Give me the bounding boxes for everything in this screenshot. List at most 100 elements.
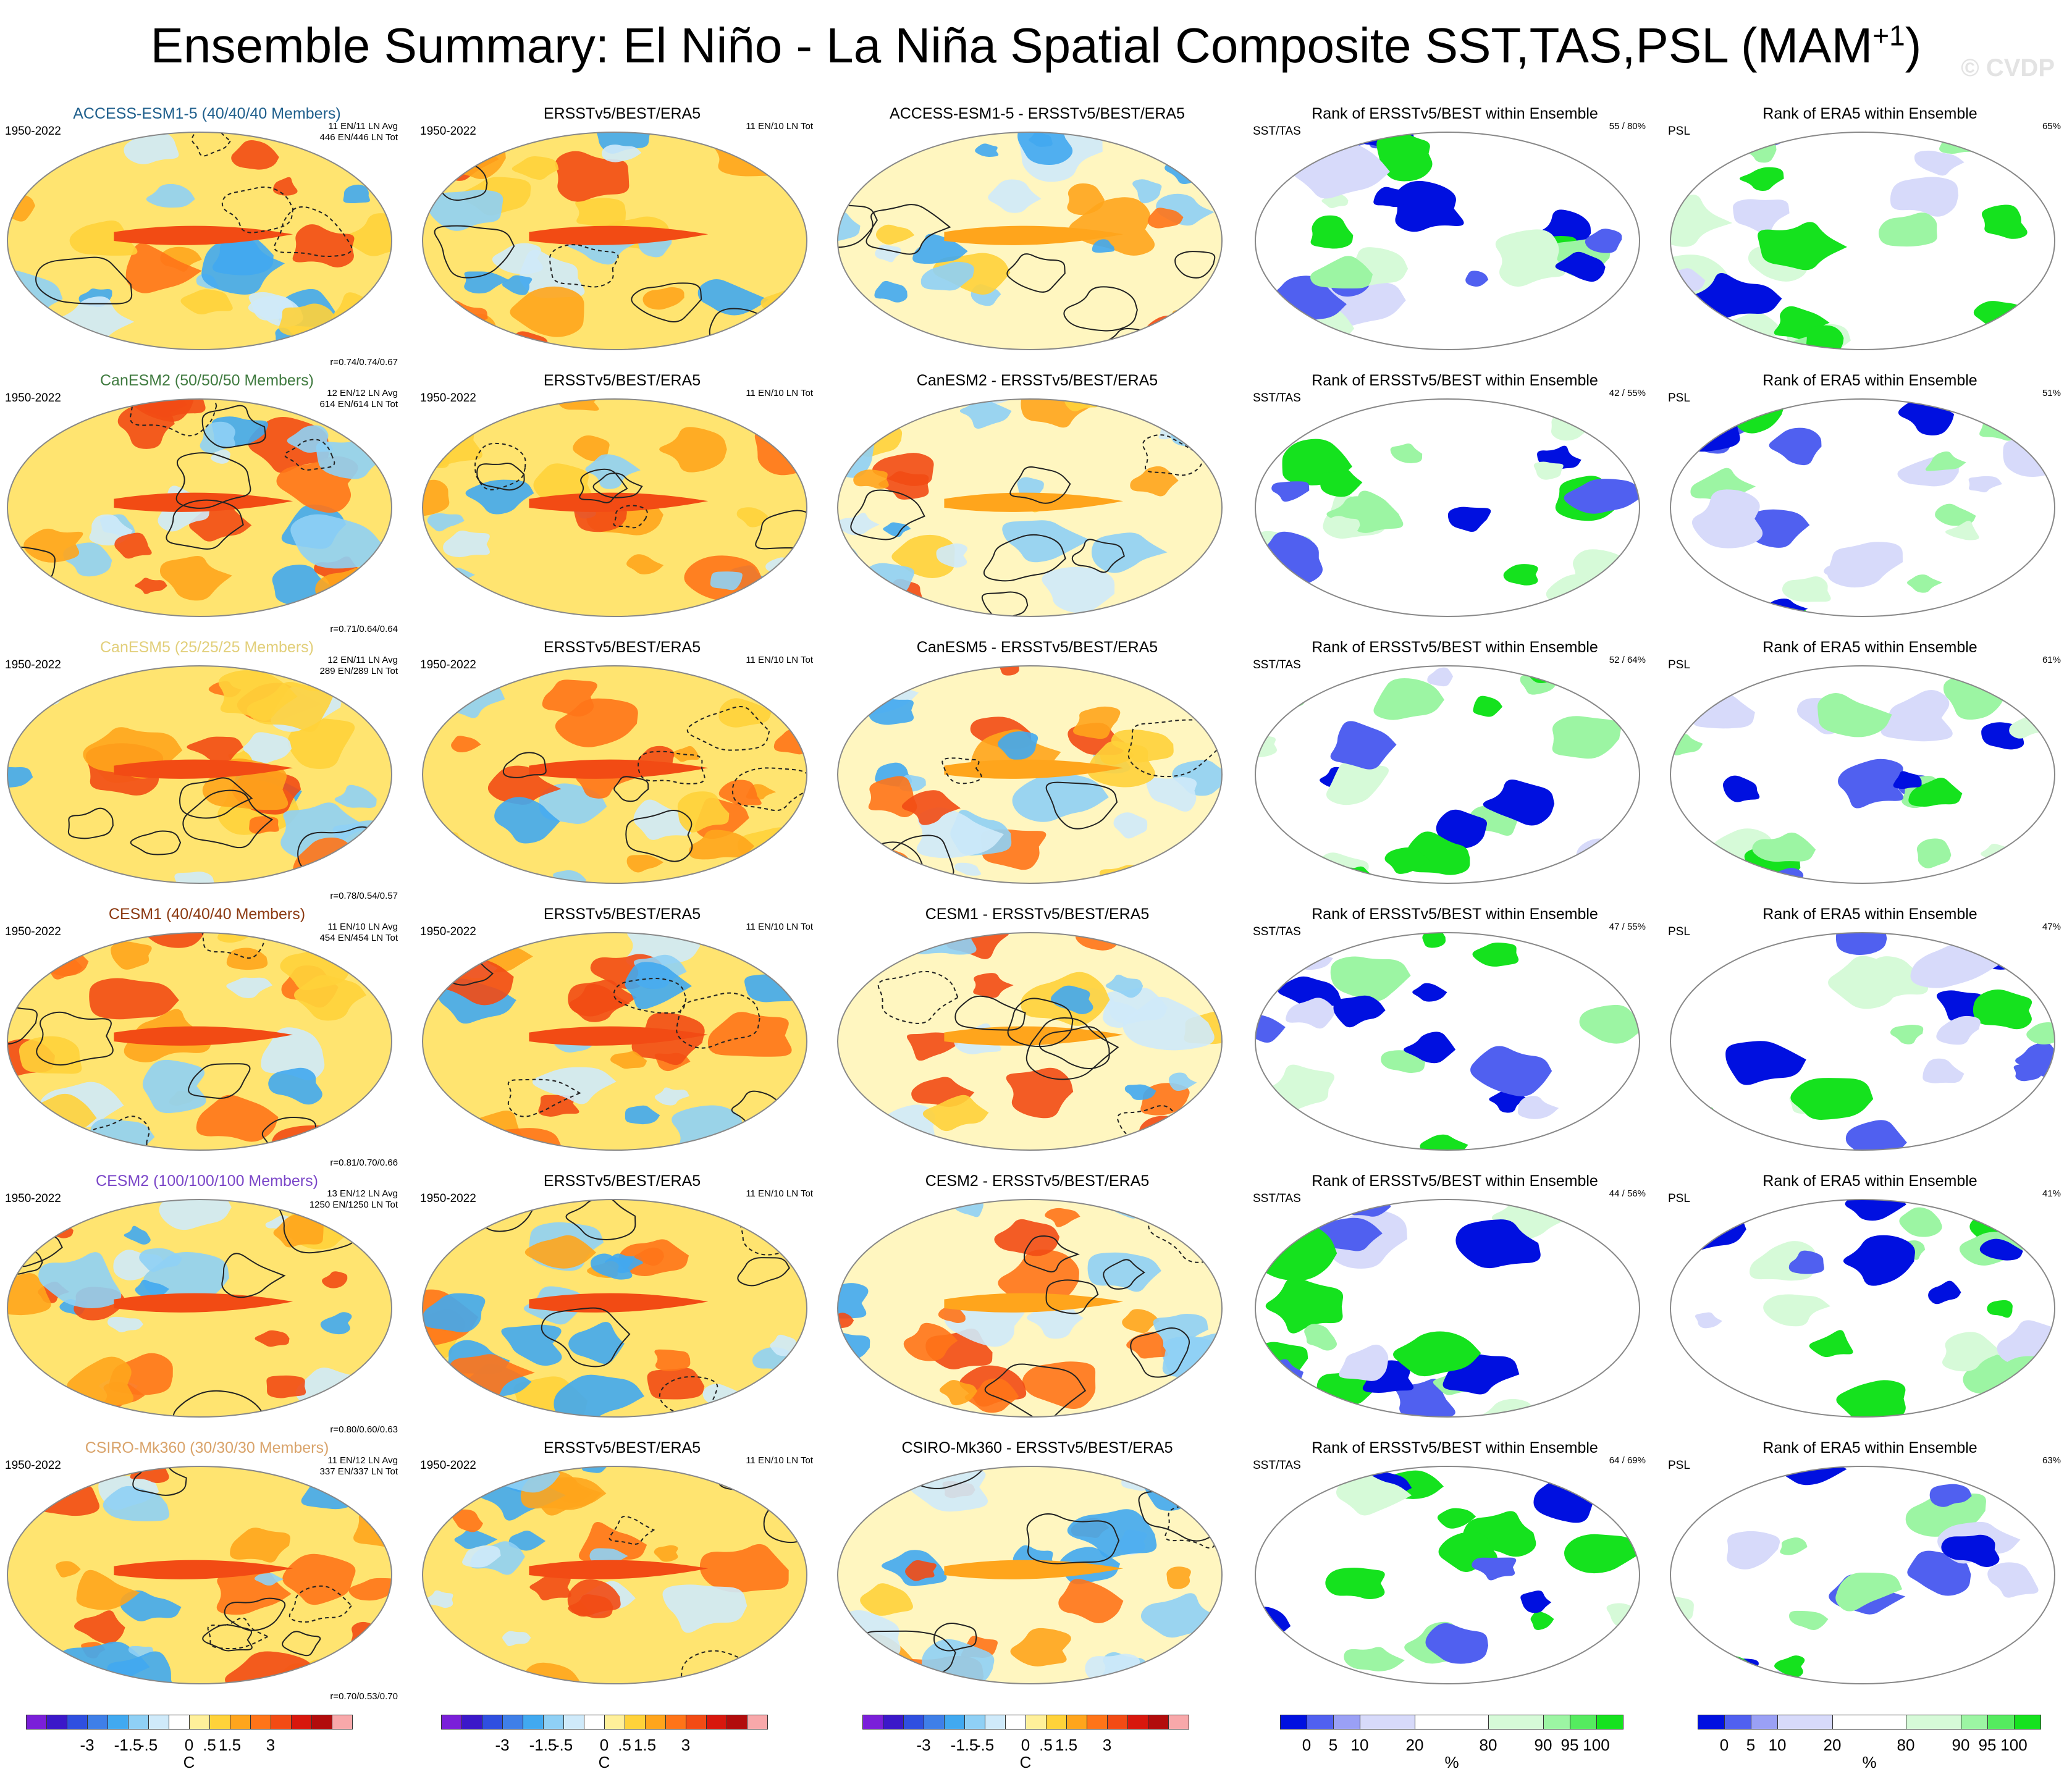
rank-percent: 47 / 55% [1609,922,1646,933]
obs-title: ERSSTv5/BEST/ERA5 [543,372,701,389]
rank-title: Rank of ERA5 within Ensemble [1762,105,1977,122]
colorbar-box [169,1715,190,1729]
colorbar-box [502,1715,523,1729]
colorbar-tick: 10 [1768,1736,1787,1754]
colorbar-box [604,1715,625,1729]
rank-panel: Rank of ERA5 within Ensemble PSL 41% [1663,1172,2072,1438]
avg-count: 11 EN/12 LN Avg [327,1455,398,1466]
difference-map [837,1199,1223,1418]
colorbar-box [2014,1715,2041,1729]
colorbar-box [1025,1715,1047,1729]
difference-map [837,665,1223,884]
rank-colorbar: 0 5 10 20 80 90 95 100% [1698,1715,2068,1776]
colorbar-box [645,1715,666,1729]
rank-panel: Rank of ERSSTv5/BEST within Ensemble SST/… [1248,1172,1662,1438]
rank-variable: PSL [1668,1192,1690,1205]
pattern-correlation: r=0.74/0.74/0.67 [330,357,398,368]
colorbar-tick: -.5 [138,1736,158,1754]
colorbar-box [985,1715,1006,1729]
avg-count: 12 EN/12 LN Avg [327,388,398,398]
tot-count: 446 EN/446 LN Tot [319,132,398,143]
colorbar-box [1280,1715,1307,1729]
colorbar-box [1360,1715,1415,1729]
colorbar-box [543,1715,564,1729]
rank-title: Rank of ERA5 within Ensemble [1762,372,1977,389]
obs-composite-map [422,132,807,350]
colorbar-box [1066,1715,1087,1729]
obs-composite-map [422,1199,807,1418]
rank-panel: Rank of ERSSTv5/BEST within Ensemble SST/… [1248,1439,1662,1705]
obs-tot-count: 11 EN/10 LN Tot [746,655,813,665]
rank-psl-map [1670,132,2055,350]
colorbar-tick: 20 [1405,1736,1424,1754]
rank-percent-value: 63% [2042,1455,2061,1466]
avg-count: 11 EN/11 LN Avg [328,121,398,132]
model-title: CESM2 (100/100/100 Members) [96,1172,318,1190]
colorbar-box [1570,1715,1597,1729]
colorbar-box [964,1715,985,1729]
rank-percent: 61% [2042,655,2061,666]
obs-counts: 11 EN/10 LN Tot [746,655,813,666]
model-panel: CESM1 (40/40/40 Members) 1950-2022 11 EN/1… [0,906,414,1171]
colorbar-box [924,1715,945,1729]
colorbar-box [1987,1715,2015,1729]
colorbar-tick: 80 [1897,1736,1915,1754]
member-counts: 11 EN/12 LN Avg 337 EN/337 LN Tot [320,1455,398,1477]
colorbar-tick: -3 [80,1736,95,1754]
obs-title: ERSSTv5/BEST/ERA5 [543,906,701,923]
tot-count: 289 EN/289 LN Tot [319,666,398,676]
rank-percent: 47% [2042,922,2061,933]
figure-title: Ensemble Summary: El Niño - La Niña Spat… [150,18,1922,73]
colorbar-box [1333,1715,1360,1729]
obs-panel: ERSSTv5/BEST/ERA5 1950-2022 11 EN/10 LN To… [415,906,829,1171]
rank-title: Rank of ERSSTv5/BEST within Ensemble [1312,105,1598,122]
colorbar-box [706,1715,727,1729]
rank-variable: PSL [1668,658,1690,671]
obs-title: ERSSTv5/BEST/ERA5 [543,639,701,656]
rank-title: Rank of ERSSTv5/BEST within Ensemble [1312,1172,1598,1190]
colorbar-tick: .5 [203,1736,216,1754]
colorbar-box [625,1715,646,1729]
colorbar-box [1107,1715,1128,1729]
colorbar-box [311,1715,332,1729]
colorbar-box [189,1715,210,1729]
colorbar-tick: 90 [1952,1736,1970,1754]
temperature-colorbar: -3 -1.5 -.5 0 .5 1.5 3 C [441,1715,812,1776]
rank-percent-value: 65% [2042,121,2061,132]
colorbar-box [1307,1715,1334,1729]
colorbar-box [482,1715,503,1729]
colorbar-box [1543,1715,1570,1729]
obs-title: ERSSTv5/BEST/ERA5 [543,105,701,122]
period-label: 1950-2022 [5,1459,61,1472]
rank-percent: 55 / 80% [1609,121,1646,132]
rank-psl-map [1670,1466,2055,1684]
diff-panel: CESM2 - ERSSTv5/BEST/ERA5 [830,1172,1244,1438]
colorbar-box [1087,1715,1108,1729]
colorbar-box [1127,1715,1148,1729]
rank-variable: SST/TAS [1253,658,1301,671]
obs-composite-map [422,1466,807,1684]
colorbar-boxes [1280,1715,1623,1729]
colorbar-tick: 10 [1350,1736,1369,1754]
member-counts: 13 EN/12 LN Avg 1250 EN/1250 LN Tot [310,1188,398,1211]
rank-percent: 51% [2042,388,2061,399]
colorbar-boxes [26,1715,353,1729]
colorbar-tick: 100 [1583,1736,1610,1754]
colorbar-box [67,1715,88,1729]
obs-counts: 11 EN/10 LN Tot [746,922,813,933]
colorbar-boxes [862,1715,1189,1729]
colorbar-box [1751,1715,1778,1729]
colorbar-unit: C [1019,1753,1032,1771]
colorbar-box [584,1715,605,1729]
colorbar-box [128,1715,149,1729]
colorbar-box [1596,1715,1623,1729]
colorbar-box [107,1715,128,1729]
difference-map [837,398,1223,617]
colorbar-box [441,1715,462,1729]
colorbar-box [1148,1715,1169,1729]
colorbar-box [26,1715,47,1729]
rank-percent: 42 / 55% [1609,388,1646,399]
rank-variable: PSL [1668,925,1690,938]
rank-title: Rank of ERSSTv5/BEST within Ensemble [1312,906,1598,923]
rank-title: Rank of ERA5 within Ensemble [1762,639,1977,656]
